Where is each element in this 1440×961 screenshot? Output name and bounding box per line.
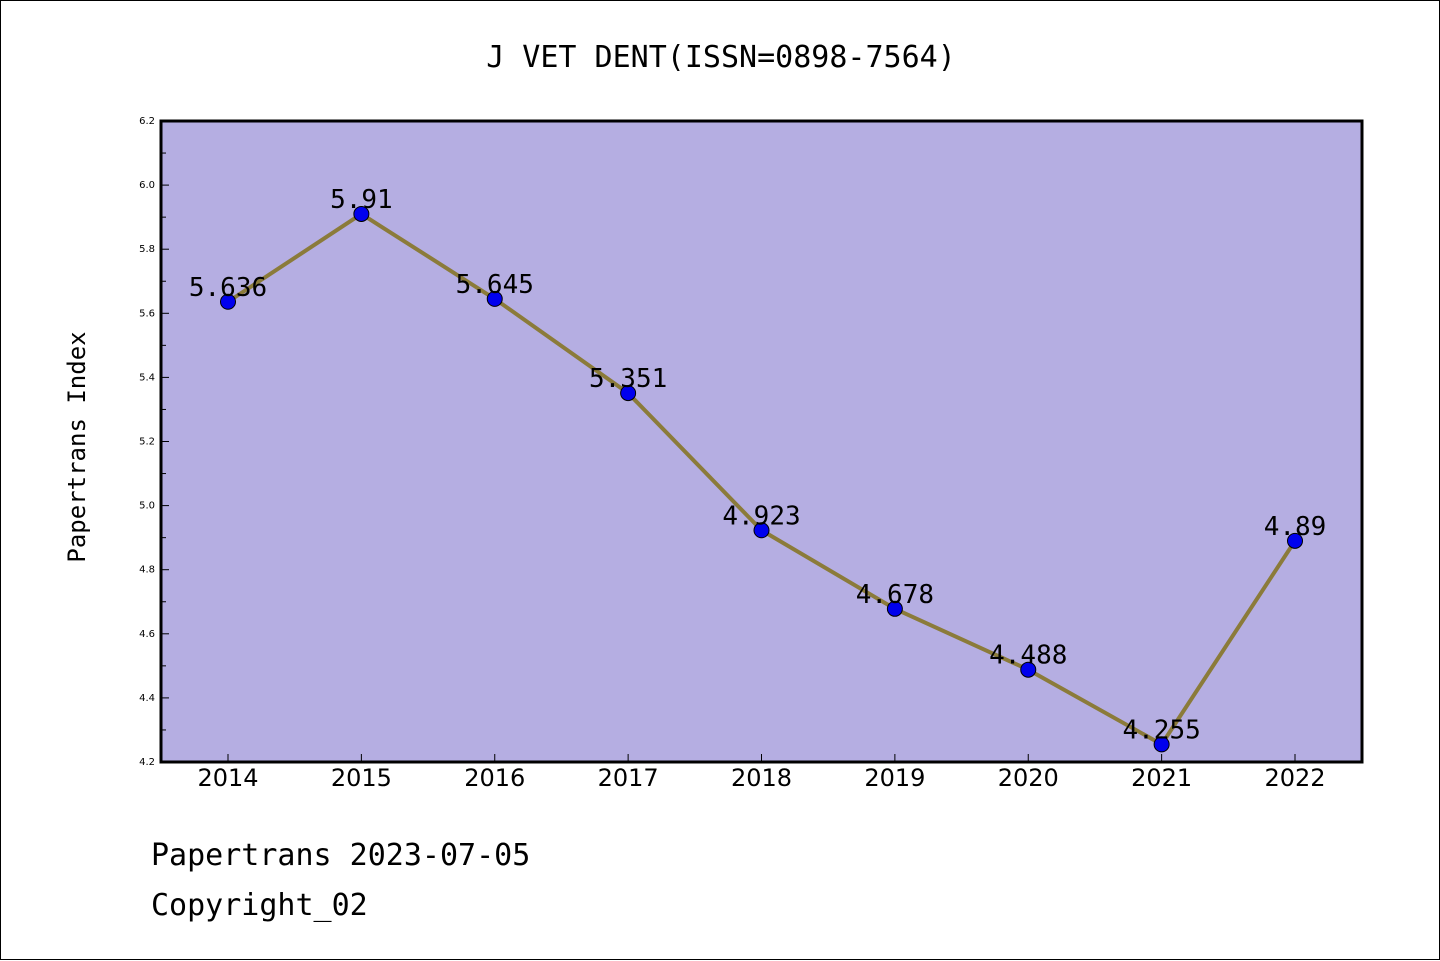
x-tick-label: 2016 [464, 764, 525, 792]
data-point [486, 290, 503, 307]
x-tick-label: 2021 [1131, 764, 1192, 792]
data-point [886, 600, 903, 617]
y-axis-label: Papertrans Index [63, 331, 91, 562]
data-point [620, 385, 637, 402]
y-tick-label: 4.4 [139, 693, 155, 704]
data-label: 4.678 [856, 580, 934, 610]
data-label: 4.89 [1264, 512, 1327, 542]
x-tick-label: 2015 [331, 764, 392, 792]
data-point [753, 522, 770, 539]
x-tick-label: 2022 [1264, 764, 1325, 792]
y-tick-label: 5.4 [139, 372, 155, 383]
data-label: 4.255 [1122, 715, 1200, 745]
y-tick-label: 5.0 [139, 501, 155, 512]
data-point [1020, 661, 1037, 678]
plot-border [159, 119, 1364, 764]
y-tick-label: 6.0 [139, 180, 155, 191]
y-tick-label: 5.8 [139, 244, 155, 255]
data-point [1153, 736, 1170, 753]
x-tick-label: 2017 [598, 764, 659, 792]
data-labels: 5.636 5.91 5.645 5.351 4.923 4.678 4.488 4.255 4… [189, 185, 1326, 745]
data-label: 5.351 [589, 364, 667, 394]
x-tick-label: 2020 [998, 764, 1059, 792]
footer-date: Papertrans 2023-07-05 [151, 838, 530, 873]
plot-area [161, 121, 1362, 762]
y-tick-label: 6.2 [139, 116, 155, 127]
y-tick-label: 4.6 [139, 629, 155, 640]
data-label: 5.645 [456, 270, 534, 300]
footer-copyright: Copyright_02 [151, 888, 368, 923]
data-label: 4.923 [722, 501, 800, 531]
y-tick-label: 5.6 [139, 308, 155, 319]
data-label: 5.636 [189, 273, 267, 303]
data-markers [220, 205, 1303, 753]
y-tick-label: 4.2 [139, 757, 155, 768]
chart-title: J VET DENT(ISSN=0898-7564) [486, 40, 956, 75]
data-point [353, 205, 370, 222]
data-point [1287, 532, 1303, 549]
y-axis: 4.2 4.4 4.6 4.8 5.0 5.2 5.4 5.6 5.8 6.0 6.2 [139, 116, 169, 768]
x-tick-label: 2014 [197, 764, 258, 792]
data-label: 4.488 [989, 641, 1067, 671]
data-point [220, 293, 236, 310]
y-tick-label: 5.2 [139, 437, 155, 448]
data-label: 5.91 [330, 185, 393, 215]
x-tick-label: 2019 [864, 764, 925, 792]
y-tick-label: 4.8 [139, 565, 155, 576]
x-axis: 2014 2015 2016 2017 2018 2019 2020 2021 2022 [197, 754, 1326, 792]
x-tick-label: 2018 [731, 764, 792, 792]
